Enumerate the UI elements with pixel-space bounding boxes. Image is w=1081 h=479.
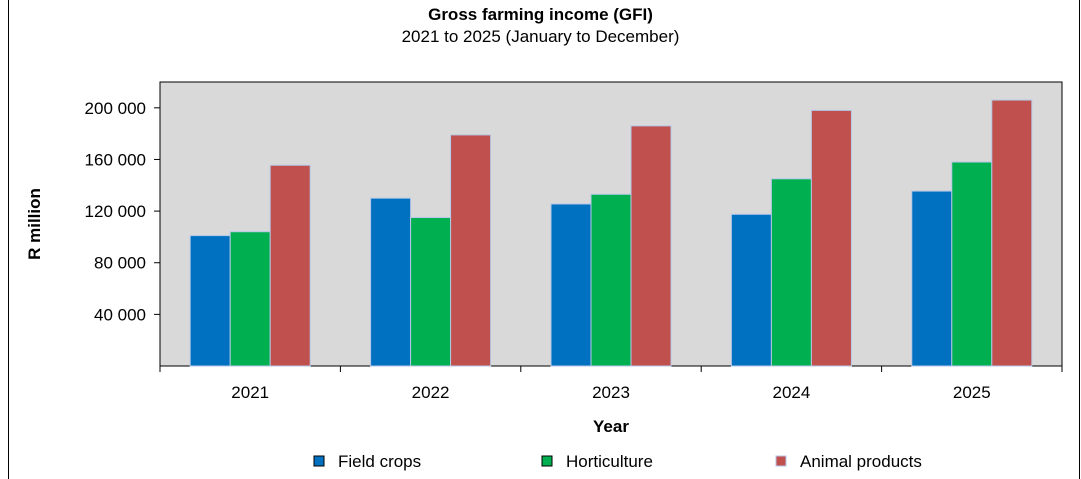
y-tick-label: 160 000 — [85, 150, 146, 169]
x-axis: 2021 2022 2023 2024 2025 — [159, 366, 1063, 402]
legend-label: Horticulture — [566, 452, 653, 471]
chart-frame — [8, 0, 1080, 479]
bar-horticulture — [590, 193, 632, 367]
bar-animal-products — [450, 134, 492, 367]
y-tick-label: 80 000 — [94, 254, 146, 273]
bar-field-crops — [911, 190, 953, 367]
y-axis: 40 000 80 000 120 000 160 000 200 000 — [85, 99, 160, 324]
x-tick-label: 2023 — [592, 383, 630, 402]
bar-animal-products — [630, 125, 672, 367]
y-tick-label: 200 000 — [85, 99, 146, 118]
bar-horticulture — [770, 178, 812, 367]
bar-animal-products — [991, 99, 1033, 367]
x-tick-label: 2022 — [412, 383, 450, 402]
chart-title: Gross farming income (GFI) — [428, 5, 653, 24]
legend-label: Field crops — [338, 452, 421, 471]
y-tick-label: 40 000 — [94, 305, 146, 324]
legend-swatch — [313, 455, 325, 467]
x-tick-label: 2025 — [953, 383, 991, 402]
x-axis-label: Year — [593, 417, 629, 436]
legend-swatch — [775, 455, 787, 467]
bar-field-crops — [550, 203, 592, 367]
x-tick-label: 2024 — [772, 383, 810, 402]
legend-label: Animal products — [800, 452, 922, 471]
bar-animal-products — [810, 109, 852, 367]
bar-field-crops — [730, 213, 772, 367]
bar-animal-products — [269, 164, 311, 367]
bar-field-crops — [189, 235, 231, 367]
bar-field-crops — [370, 197, 412, 367]
chart-subtitle: 2021 to 2025 (January to December) — [401, 27, 680, 46]
bars-group — [189, 99, 1033, 367]
x-tick-label: 2021 — [231, 383, 269, 402]
legend-swatch — [541, 455, 553, 467]
bar-horticulture — [229, 231, 271, 367]
bar-horticulture — [951, 161, 993, 367]
bar-horticulture — [410, 217, 452, 367]
y-tick-label: 120 000 — [85, 202, 146, 221]
y-axis-label: R million — [25, 188, 44, 260]
legend: Field crops Horticulture Animal products — [313, 452, 922, 471]
